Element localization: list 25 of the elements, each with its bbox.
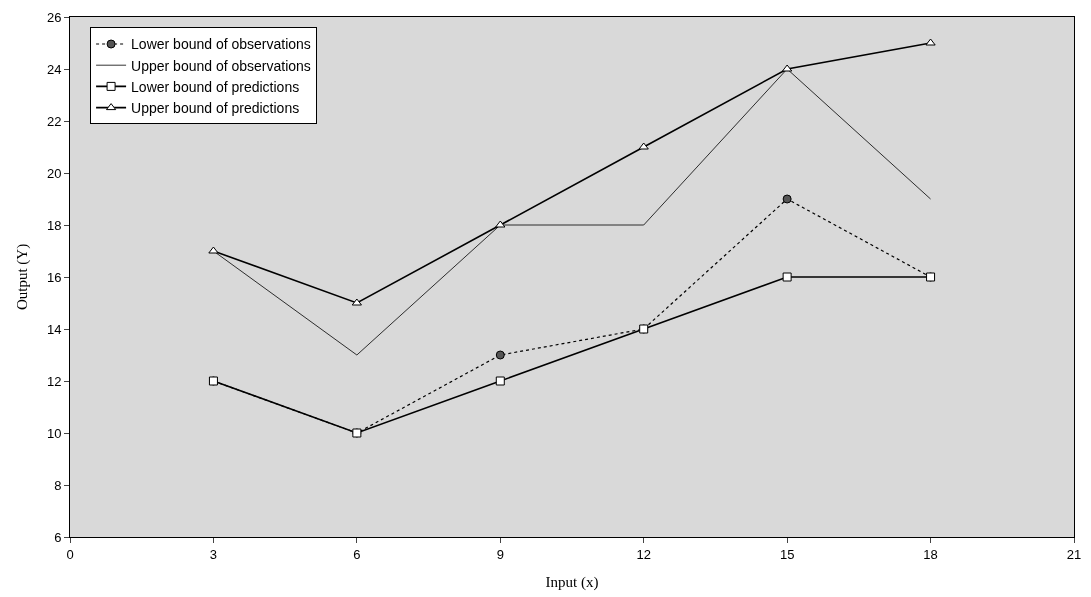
y-tick-label: 20 xyxy=(46,165,62,181)
y-tick-label: 24 xyxy=(46,61,62,77)
y-tick-label: 26 xyxy=(46,9,62,25)
x-tick-label: 9 xyxy=(496,546,504,562)
legend-label: Upper bound of predictions xyxy=(131,100,300,117)
y-tick-label: 18 xyxy=(46,217,62,233)
x-tick-label: 12 xyxy=(636,546,651,562)
x-tick-label: 0 xyxy=(66,546,74,562)
y-tick-label: 16 xyxy=(46,269,62,285)
legend-label: Lower bound of observations xyxy=(131,36,311,53)
x-tick-label: 15 xyxy=(779,546,795,562)
y-tick-label: 12 xyxy=(46,373,62,389)
x-tick-label: 3 xyxy=(209,546,218,562)
y-axis-title: Output (Y) xyxy=(14,243,32,311)
y-tick-label: 8 xyxy=(54,477,62,493)
y-tick-label: 14 xyxy=(46,321,62,337)
legend-label: Upper bound of observations xyxy=(131,57,311,74)
x-axis-title: Input (x) xyxy=(545,573,599,591)
y-tick-label: 6 xyxy=(54,529,62,545)
y-tick-label: 22 xyxy=(46,113,62,129)
y-tick-label: 10 xyxy=(46,425,62,441)
legend-label: Lower bound of predictions xyxy=(131,78,300,95)
x-tick-label: 18 xyxy=(923,546,938,562)
x-tick-label: 21 xyxy=(1066,546,1082,562)
x-tick-label: 6 xyxy=(353,546,361,562)
